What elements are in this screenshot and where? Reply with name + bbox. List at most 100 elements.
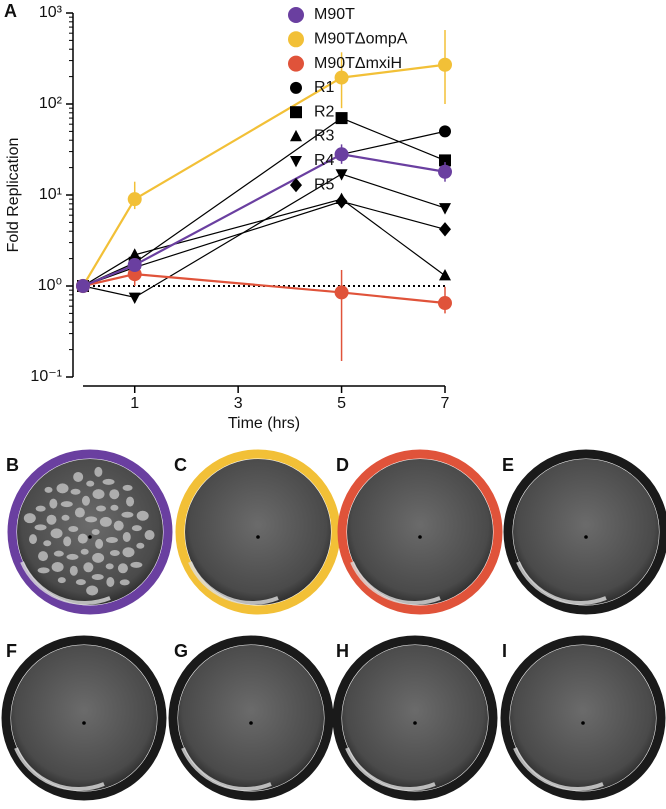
plaque bbox=[131, 525, 142, 532]
plate-ring bbox=[332, 635, 498, 801]
panel-label: G bbox=[174, 641, 188, 661]
plaque bbox=[29, 534, 38, 545]
data-point bbox=[335, 169, 348, 181]
plaque bbox=[110, 504, 119, 511]
y-tick-label: 10⁰ bbox=[38, 277, 62, 294]
plaque bbox=[122, 531, 131, 542]
data-point bbox=[335, 192, 348, 204]
plaque bbox=[86, 585, 99, 596]
plate bbox=[7, 449, 173, 615]
panel-label: H bbox=[336, 641, 349, 661]
legend-label: R3 bbox=[314, 128, 335, 145]
data-point bbox=[127, 192, 142, 207]
plate-rim bbox=[513, 747, 604, 791]
plate-rim bbox=[14, 747, 105, 791]
plaque bbox=[126, 496, 135, 507]
plaque bbox=[119, 579, 130, 586]
plaque bbox=[44, 486, 53, 493]
plaque bbox=[51, 562, 64, 573]
plate-ring bbox=[500, 635, 666, 801]
plaque bbox=[105, 537, 118, 544]
legend-label: M90TΔmxiH bbox=[314, 55, 402, 72]
plaque bbox=[50, 528, 63, 539]
plaque bbox=[136, 510, 149, 521]
plate-rim bbox=[20, 561, 111, 605]
plaque bbox=[95, 538, 104, 549]
series-line bbox=[82, 198, 446, 287]
x-tick-label: 3 bbox=[234, 395, 243, 412]
plate-dot bbox=[249, 721, 253, 725]
legend-marker bbox=[290, 156, 302, 168]
plaque bbox=[113, 520, 124, 531]
plate-dot bbox=[418, 535, 422, 539]
panel-label: A bbox=[4, 1, 17, 21]
data-point bbox=[334, 70, 349, 85]
panel-label: C bbox=[174, 455, 187, 475]
legend-marker bbox=[290, 177, 302, 193]
plaque bbox=[86, 480, 95, 487]
legend-label: R4 bbox=[314, 152, 335, 169]
panel-label: D bbox=[336, 455, 349, 475]
plaque bbox=[92, 489, 105, 500]
plate-agar bbox=[342, 645, 488, 791]
plaque bbox=[85, 516, 98, 523]
legend-marker bbox=[288, 55, 304, 72]
plaque bbox=[99, 516, 112, 527]
plate bbox=[332, 635, 498, 801]
series-line bbox=[82, 173, 446, 299]
panel-label: B bbox=[6, 455, 19, 475]
plaque bbox=[74, 507, 85, 518]
plaque bbox=[122, 484, 133, 491]
x-tick-label: 1 bbox=[130, 395, 139, 412]
plate bbox=[337, 449, 503, 615]
series-line bbox=[82, 273, 446, 305]
series-line bbox=[82, 200, 446, 287]
plate-agar bbox=[513, 459, 659, 605]
plaque bbox=[23, 513, 36, 524]
plaque bbox=[130, 561, 143, 568]
legend-label: R2 bbox=[314, 103, 335, 120]
plate bbox=[175, 449, 341, 615]
plate-agar bbox=[178, 645, 324, 791]
legend-label: M90TΔompA bbox=[314, 31, 408, 48]
legend-marker bbox=[290, 106, 302, 119]
plaque bbox=[69, 565, 78, 576]
data-point bbox=[127, 258, 142, 273]
plaque bbox=[80, 548, 89, 555]
plate-dot bbox=[413, 721, 417, 725]
plaque bbox=[75, 579, 86, 586]
plaque bbox=[73, 471, 84, 482]
y-tick-label: 10² bbox=[39, 95, 63, 112]
plate-rim bbox=[516, 561, 607, 605]
legend-marker bbox=[288, 7, 304, 23]
plaque bbox=[121, 511, 134, 518]
data-point bbox=[438, 57, 452, 72]
plaque bbox=[57, 577, 66, 584]
plate-agar bbox=[11, 645, 157, 791]
plate-rim bbox=[188, 561, 279, 605]
plaque bbox=[81, 495, 90, 506]
plaque bbox=[102, 478, 115, 485]
plaque bbox=[61, 514, 70, 521]
plaque bbox=[77, 533, 88, 544]
plaque bbox=[109, 549, 120, 556]
x-axis-title: Time (hrs) bbox=[228, 415, 300, 432]
plate-dot bbox=[584, 535, 588, 539]
plate-ring bbox=[1, 635, 167, 801]
x-tick-label: 7 bbox=[441, 395, 450, 412]
legend-label: R5 bbox=[314, 176, 335, 193]
plaque bbox=[122, 547, 135, 558]
plate-agar bbox=[185, 459, 331, 605]
plate-ring bbox=[175, 449, 341, 615]
plate-ring bbox=[168, 635, 334, 801]
data-point bbox=[439, 203, 451, 215]
data-point bbox=[76, 279, 90, 293]
plate-dot bbox=[88, 535, 92, 539]
plaque bbox=[109, 489, 120, 500]
plaque bbox=[35, 505, 46, 512]
legend-label: R1 bbox=[314, 79, 335, 96]
plaque bbox=[91, 529, 100, 535]
plaque bbox=[37, 567, 50, 574]
panel-label: E bbox=[502, 455, 514, 475]
